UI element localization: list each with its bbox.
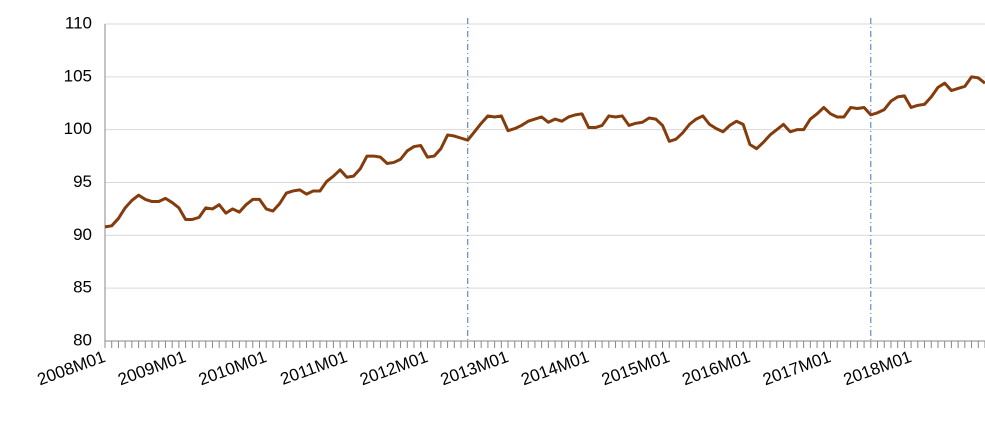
x-tick-label: 2015M01 <box>599 347 672 389</box>
y-tick-label: 80 <box>73 330 92 349</box>
y-tick-label: 85 <box>73 278 92 297</box>
x-tick-label: 2016M01 <box>680 347 753 389</box>
x-tick-label: 2018M01 <box>841 347 914 389</box>
x-tick-label: 2017M01 <box>760 347 833 389</box>
series-line <box>104 75 985 229</box>
x-tick-label: 2012M01 <box>357 347 430 389</box>
x-tick-label: 2009M01 <box>115 347 188 389</box>
x-tick-label: 2014M01 <box>518 347 591 389</box>
y-tick-label: 100 <box>64 119 92 138</box>
y-tick-label: 90 <box>73 225 92 244</box>
x-tick-label: 2011M01 <box>278 347 350 389</box>
y-tick-label: 95 <box>73 172 92 191</box>
y-tick-label: 110 <box>65 13 92 32</box>
y-tick-label: 105 <box>64 66 92 85</box>
x-tick-label: 2010M01 <box>196 347 269 389</box>
x-tick-label: 2013M01 <box>438 347 511 389</box>
x-tick-label: 2008M01 <box>35 347 108 389</box>
